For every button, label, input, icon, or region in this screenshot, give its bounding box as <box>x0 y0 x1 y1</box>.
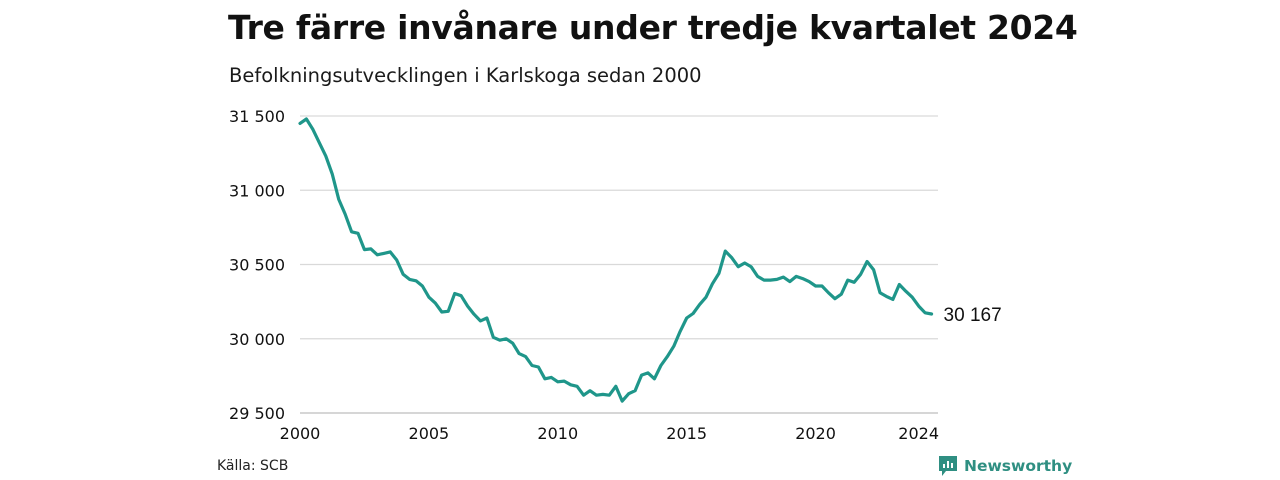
newsworthy-brand[interactable]: Newsworthy <box>938 455 1072 477</box>
source-note: Källa: SCB <box>217 458 289 474</box>
x-tick-label: 2020 <box>795 424 836 443</box>
newsworthy-logo-icon <box>939 456 957 476</box>
gridlines <box>300 115 938 414</box>
y-tick-label: 31 500 <box>229 107 285 126</box>
x-tick-label: 2015 <box>666 424 707 443</box>
x-tick-label: 2010 <box>537 424 578 443</box>
x-tick-label: 2005 <box>409 424 450 443</box>
x-tick-label: 2024 <box>898 424 939 443</box>
population-series-line <box>298 117 934 403</box>
y-tick-label: 30 500 <box>229 256 285 275</box>
brand-name: Newsworthy <box>964 457 1073 475</box>
x-tick-label: 2000 <box>280 424 321 443</box>
y-axis-ticks: 29 500 30 000 30 500 31 000 31 500 <box>229 107 285 423</box>
chart-subtitle: Befolkningsutvecklingen i Karlskoga seda… <box>229 64 702 87</box>
y-tick-label: 29 500 <box>229 404 285 423</box>
chart-title: Tre färre invånare under tredje kvartale… <box>228 8 1078 47</box>
y-tick-label: 30 000 <box>229 330 285 349</box>
y-tick-label: 31 000 <box>229 181 285 200</box>
end-value-label: 30 167 <box>944 305 1002 326</box>
x-axis-ticks: 2000 2005 2010 2015 2020 2024 <box>280 424 939 443</box>
